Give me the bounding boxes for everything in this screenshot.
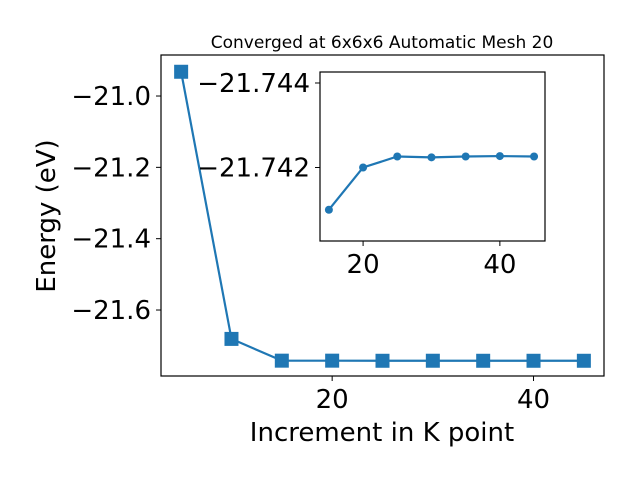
inset-plot-area: 20 40 −21.744 −21.742 (197, 69, 546, 280)
main-y-tick-label: −21.0 (71, 82, 151, 112)
inset-data-point (461, 152, 470, 161)
inset-data-point (427, 153, 436, 162)
main-data-point (274, 353, 289, 368)
main-data-point (174, 64, 189, 79)
main-data-point (476, 353, 491, 368)
inset-data-point (393, 152, 402, 161)
main-data-point (375, 353, 390, 368)
main-data-point (224, 331, 239, 346)
main-data-point (526, 353, 541, 368)
main-data-point (425, 353, 440, 368)
inset-data-point (495, 152, 504, 161)
x-axis-label: Increment in K point (250, 418, 514, 448)
main-x-tick-label: 40 (517, 385, 550, 415)
inset-y-tick-label: −21.742 (197, 153, 310, 183)
inset-data-point (324, 205, 333, 214)
inset-x-tick-label: 20 (347, 250, 380, 280)
main-y-tick-label: −21.4 (71, 225, 151, 255)
main-x-tick-label: 20 (316, 385, 349, 415)
inset-data-point (530, 152, 539, 161)
main-data-point (576, 353, 591, 368)
inset-data-point (359, 163, 368, 172)
y-axis-label: Energy (eV) (32, 139, 62, 292)
chart-title: Converged at 6x6x6 Automatic Mesh 20 (211, 33, 554, 53)
inset-y-tick-label: −21.744 (197, 69, 310, 99)
main-data-point (325, 353, 340, 368)
main-y-tick-label: −21.6 (71, 296, 151, 326)
inset-x-tick-label: 40 (483, 250, 516, 280)
main-y-tick-label: −21.2 (71, 153, 151, 183)
